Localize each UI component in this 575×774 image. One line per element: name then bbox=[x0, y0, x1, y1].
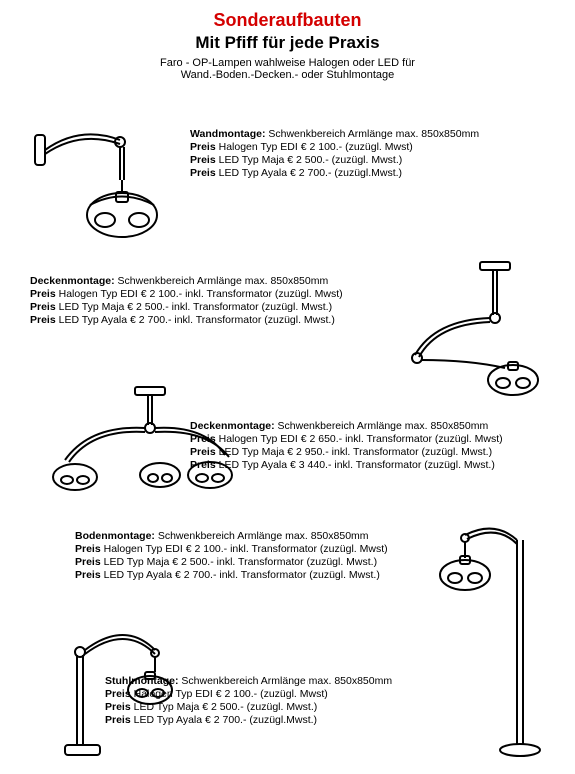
chair-mount-block: Stuhlmontage: Schwenkbereich Armlänge ma… bbox=[105, 675, 392, 728]
intro-line-1: Faro - OP-Lampen wahlweise Halogen oder … bbox=[0, 57, 575, 69]
price-line: Preis Halogen Typ EDI € 2 100.- (zuzügl.… bbox=[190, 141, 479, 154]
intro-line-2: Wand.-Boden.-Decken.- oder Stuhlmontage bbox=[0, 69, 575, 81]
spec-line: Wandmontage: Schwenkbereich Armlänge max… bbox=[190, 128, 479, 141]
wall-mount-block: Wandmontage: Schwenkbereich Armlänge max… bbox=[190, 128, 479, 181]
price-line: Preis LED Typ Ayala € 2 700.- (zuzügl.Mw… bbox=[105, 714, 392, 727]
subtitle: Mit Pfiff für jede Praxis bbox=[0, 33, 575, 53]
price-line: Preis LED Typ Ayala € 2 700.- inkl. Tran… bbox=[30, 314, 343, 327]
ceiling-mount-1-drawing bbox=[395, 260, 550, 410]
price-line: Preis LED Typ Maja € 2 500.- inkl. Trans… bbox=[75, 556, 388, 569]
price-line: Preis Halogen Typ EDI € 2 100.- (zuzügl.… bbox=[105, 688, 392, 701]
spec-line: Deckenmontage: Schwenkbereich Armlänge m… bbox=[30, 275, 343, 288]
spec-line: Bodenmontage: Schwenkbereich Armlänge ma… bbox=[75, 530, 388, 543]
price-line: Preis Halogen Typ EDI € 2 100.- inkl. Tr… bbox=[30, 288, 343, 301]
floor-mount-drawing bbox=[425, 510, 555, 760]
main-title: Sonderaufbauten bbox=[0, 0, 575, 31]
ceiling-mount-1-block: Deckenmontage: Schwenkbereich Armlänge m… bbox=[30, 275, 343, 328]
spec-line: Stuhlmontage: Schwenkbereich Armlänge ma… bbox=[105, 675, 392, 688]
price-line: Preis Halogen Typ EDI € 2 650.- inkl. Tr… bbox=[190, 433, 503, 446]
price-line: Preis LED Typ Maja € 2 950.- inkl. Trans… bbox=[190, 446, 503, 459]
price-line: Preis LED Typ Maja € 2 500.- (zuzügl. Mw… bbox=[105, 701, 392, 714]
price-line: Preis LED Typ Ayala € 2 700.- (zuzügl.Mw… bbox=[190, 167, 479, 180]
ceiling-mount-2-block: Deckenmontage: Schwenkbereich Armlänge m… bbox=[190, 420, 503, 473]
floor-mount-block: Bodenmontage: Schwenkbereich Armlänge ma… bbox=[75, 530, 388, 583]
price-line: Preis LED Typ Maja € 2 500.- (zuzügl. Mw… bbox=[190, 154, 479, 167]
page: Sonderaufbauten Mit Pfiff für jede Praxi… bbox=[0, 0, 575, 774]
price-line: Preis LED Typ Ayala € 3 440.- inkl. Tran… bbox=[190, 459, 503, 472]
spec-line: Deckenmontage: Schwenkbereich Armlänge m… bbox=[190, 420, 503, 433]
price-line: Preis LED Typ Ayala € 2 700.- inkl. Tran… bbox=[75, 569, 388, 582]
price-line: Preis LED Typ Maja € 2 500.- inkl. Trans… bbox=[30, 301, 343, 314]
price-line: Preis Halogen Typ EDI € 2 100.- inkl. Tr… bbox=[75, 543, 388, 556]
wall-mount-drawing bbox=[30, 120, 180, 260]
